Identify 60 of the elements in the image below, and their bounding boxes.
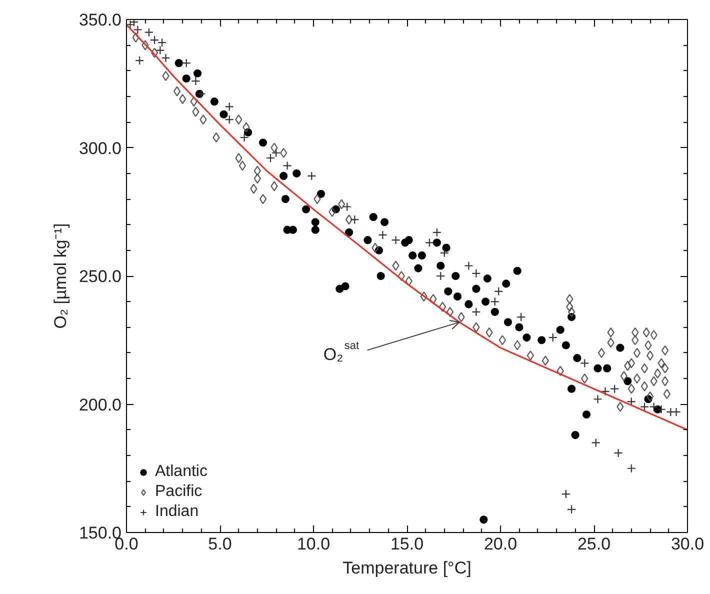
point <box>182 58 191 68</box>
legend-label: Atlantic <box>155 463 208 481</box>
point <box>548 333 558 342</box>
point <box>472 268 481 278</box>
point <box>224 114 234 124</box>
point <box>567 504 576 514</box>
x-tick-label: 5.0 <box>208 534 232 554</box>
point <box>196 89 206 98</box>
point <box>472 307 481 316</box>
point <box>224 102 234 112</box>
point <box>240 132 249 142</box>
y-tick-label: 250.0 <box>78 267 122 286</box>
point <box>191 76 200 86</box>
x-axis-title: Temperature [°C] <box>342 558 472 578</box>
x-tick-label: 30.0 <box>670 534 704 554</box>
point <box>656 404 666 414</box>
legend-label: Indian <box>155 503 199 521</box>
point <box>516 312 526 322</box>
point <box>561 489 570 499</box>
point <box>144 28 154 37</box>
point <box>129 20 139 27</box>
point <box>600 386 610 396</box>
y-tick-label: 350.0 <box>78 10 122 30</box>
point <box>150 35 160 45</box>
point <box>282 161 292 170</box>
point <box>436 271 446 281</box>
point <box>591 438 600 448</box>
point <box>494 286 504 296</box>
point <box>649 402 658 412</box>
point <box>626 464 636 473</box>
point <box>593 394 602 404</box>
point <box>342 202 352 212</box>
point <box>135 56 144 66</box>
point <box>391 236 400 245</box>
point <box>666 407 676 416</box>
point <box>672 407 681 416</box>
point <box>464 261 474 270</box>
point <box>161 53 170 63</box>
point <box>580 358 590 368</box>
point <box>424 238 434 248</box>
point <box>614 448 623 458</box>
point <box>610 384 620 394</box>
point <box>307 171 316 181</box>
point <box>490 297 500 306</box>
point <box>156 46 165 55</box>
point <box>640 402 650 412</box>
y-tick-label: 300.0 <box>78 138 122 158</box>
point <box>133 25 142 34</box>
x-tick-label: 20.0 <box>484 534 518 554</box>
point <box>350 215 360 224</box>
legend-label: Pacific <box>155 483 202 501</box>
point <box>378 230 388 240</box>
y-axis-title: O₂ [µmol kg⁻¹] <box>50 223 70 329</box>
y-tick-label: 200.0 <box>78 395 122 414</box>
x-tick-label: 25.0 <box>577 534 611 554</box>
point <box>440 248 449 258</box>
point <box>157 38 167 48</box>
point <box>432 228 442 237</box>
x-tick-label: 10.0 <box>296 534 330 554</box>
x-tick-label: 15.0 <box>390 534 424 554</box>
